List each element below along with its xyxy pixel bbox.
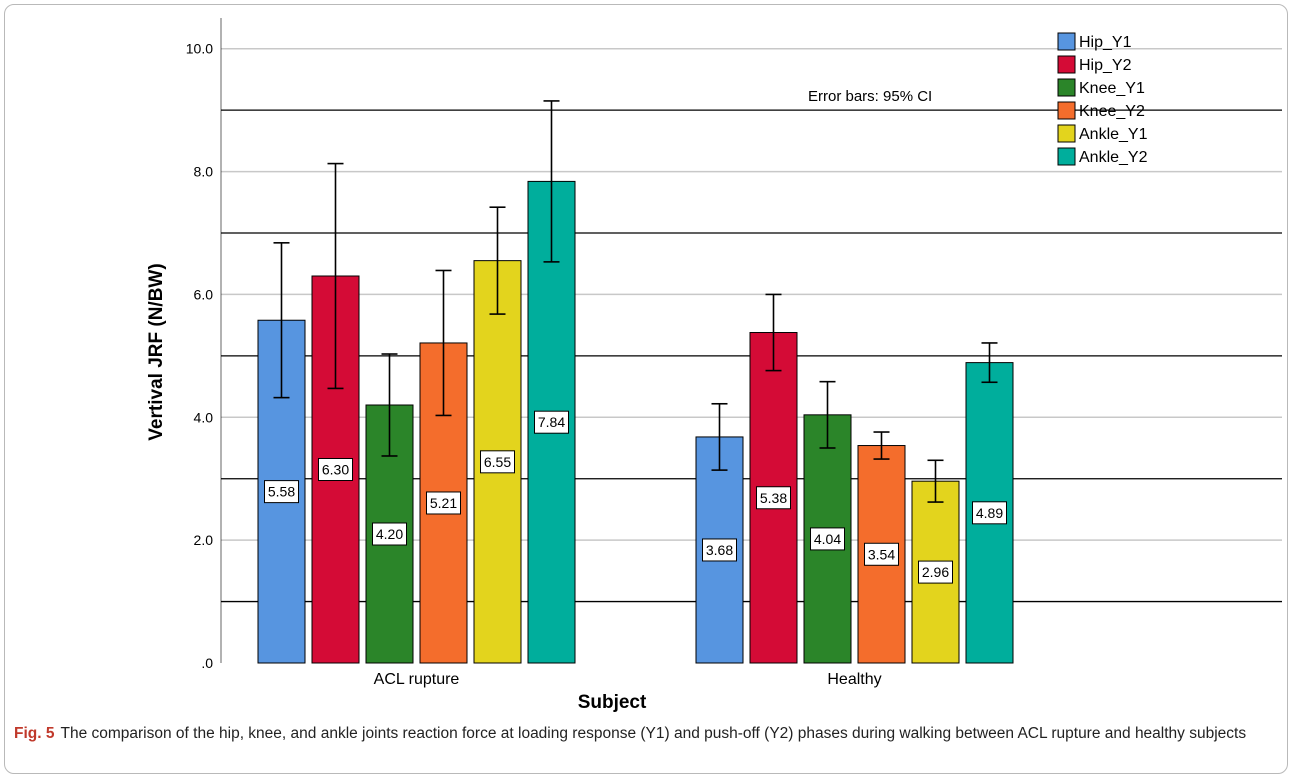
data-label: 3.54 [868,546,895,562]
legend-label-knee_y1: Knee_Y1 [1079,80,1145,97]
data-label-box [372,522,407,546]
data-label: 3.68 [706,542,733,558]
y-tick-label-4: 8.0 [194,164,214,180]
caption-text: The comparison of the hip, knee, and ank… [60,725,1247,742]
data-label-box [264,480,299,504]
x-axis-title: Subject [578,692,647,713]
y-tick-label-1: 2.0 [194,532,214,548]
data-label-box [702,538,737,562]
data-label-box [318,458,353,481]
legend-label-ankle_y2: Ankle_Y2 [1079,149,1148,166]
y-tick-label-2: 4.0 [194,409,214,425]
data-label: 4.89 [976,505,1003,521]
bars: 5.58 6.30 4.20 5.21 6.55 7.84 3.68 5.38 4.04 3.54… [257,100,1014,664]
x-tick-label-0: ACL rupture [374,671,460,688]
data-label-box [534,410,569,434]
figure-number: Fig. 5 [14,725,55,742]
legend-swatch-hip_y1 [1057,32,1076,51]
data-label: 5.38 [760,490,787,506]
data-label: 4.20 [376,526,403,542]
legend-swatch-knee_y2 [1057,101,1076,120]
y-axis-title: Vertival JRF (N/BW) [146,263,167,440]
error-bars-note: Error bars: 95% CI [808,88,932,105]
bar-chart: .0 2.0 4.0 6.0 8.0 10.0 5.58 6.30 4.20 5.21 6.55 7… [146,18,1282,713]
legend-swatch-hip_y2 [1057,55,1076,74]
data-label: 4.04 [814,531,841,547]
legend-label-hip_y2: Hip_Y2 [1079,57,1132,74]
figure-caption: Fig. 5 The comparison of the hip, knee, a… [14,722,1274,745]
legend-label-hip_y1: Hip_Y1 [1079,34,1132,51]
data-label: 5.58 [268,484,295,500]
data-label: 6.30 [322,462,349,478]
y-axis-ticks: .0 2.0 4.0 6.0 8.0 10.0 [186,41,213,671]
y-tick-label-5: 10.0 [186,41,213,57]
data-label-box [756,486,791,510]
legend-label-ankle_y1: Ankle_Y1 [1079,126,1148,143]
legend-swatch-ankle_y2 [1057,147,1076,166]
data-label-box [810,527,845,551]
legend: Hip_Y1 Hip_Y2 Knee_Y1 Knee_Y2 Ankle_Y1 Ankle_… [1057,32,1148,166]
data-label-box [480,450,515,474]
legend-swatch-knee_y1 [1057,78,1076,97]
legend-label-knee_y2: Knee_Y2 [1079,103,1145,120]
x-axis-ticks: ACL rupture Healthy [374,671,882,688]
data-label-box [972,501,1007,525]
data-label-box [918,560,953,584]
data-label-box [426,491,461,515]
data-label: 2.96 [922,564,949,580]
y-tick-label-3: 6.0 [194,286,214,302]
data-label: 7.84 [538,414,565,430]
legend-swatch-ankle_y1 [1057,124,1076,143]
data-label: 5.21 [430,495,457,511]
data-label: 6.55 [484,454,511,470]
data-label-box [864,542,899,566]
x-tick-label-1: Healthy [827,671,881,688]
y-tick-label-0: .0 [201,655,213,671]
